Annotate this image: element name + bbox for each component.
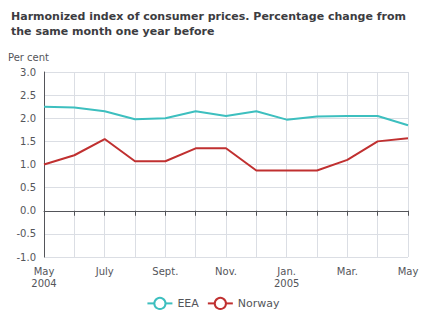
- svg-text:Norway: Norway: [238, 297, 280, 310]
- svg-text:2004: 2004: [31, 278, 56, 289]
- svg-text:July: July: [95, 266, 114, 277]
- svg-text:2.0: 2.0: [20, 113, 36, 124]
- svg-text:the same month one year before: the same month one year before: [11, 25, 214, 38]
- svg-text:May: May: [398, 266, 419, 277]
- svg-text:EEA: EEA: [177, 297, 199, 310]
- svg-text:May: May: [34, 266, 55, 277]
- svg-text:Harmonized index of consumer p: Harmonized index of consumer prices. Per…: [11, 10, 406, 23]
- svg-text:0.5: 0.5: [20, 182, 36, 193]
- svg-text:3.0: 3.0: [20, 67, 36, 78]
- svg-text:0.0: 0.0: [20, 205, 36, 216]
- svg-text:2005: 2005: [274, 278, 299, 289]
- svg-text:1.0: 1.0: [20, 159, 36, 170]
- svg-text:Sept.: Sept.: [152, 266, 178, 277]
- svg-text:1.5: 1.5: [20, 136, 36, 147]
- svg-text:-1.0: -1.0: [16, 252, 36, 263]
- svg-text:Per cent: Per cent: [8, 52, 49, 63]
- svg-text:-0.5: -0.5: [16, 228, 36, 239]
- svg-text:Mar.: Mar.: [337, 266, 358, 277]
- svg-text:Nov.: Nov.: [215, 266, 237, 277]
- svg-text:Jan.: Jan.: [276, 266, 296, 277]
- svg-text:2.5: 2.5: [20, 90, 36, 101]
